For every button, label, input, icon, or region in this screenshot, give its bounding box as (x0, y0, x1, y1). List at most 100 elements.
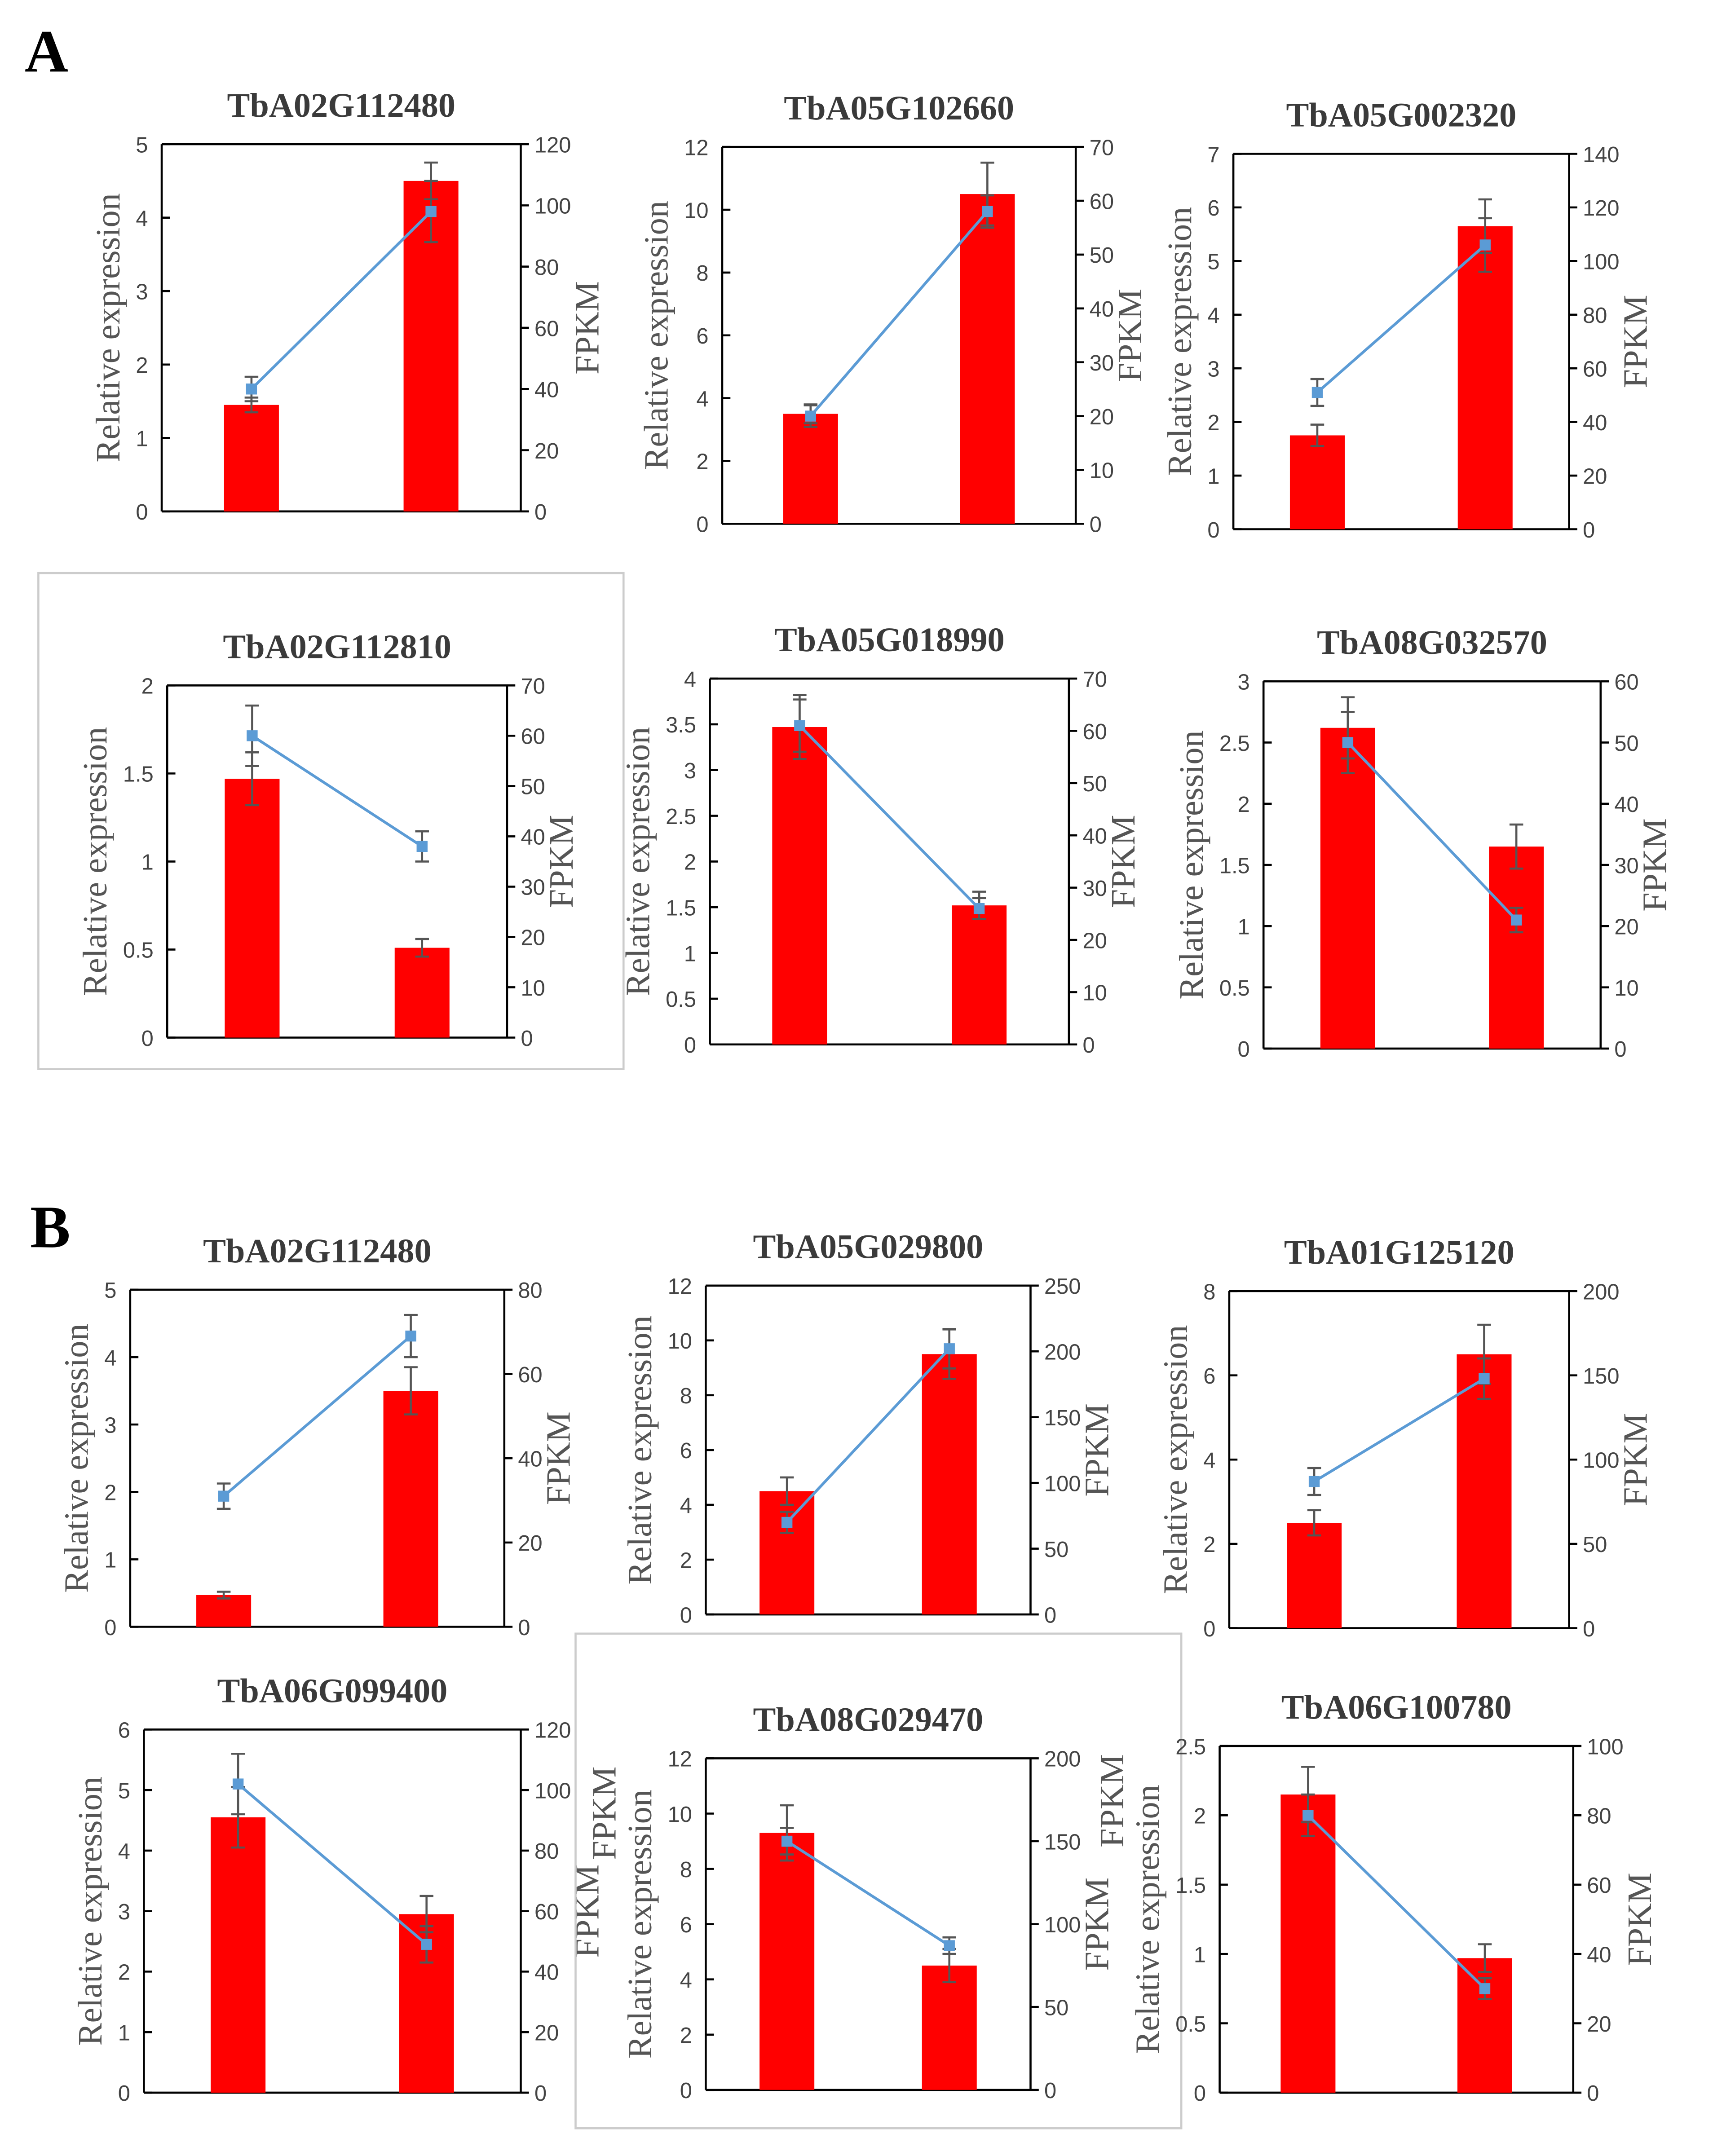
left-tick-label: 2 (696, 450, 708, 474)
right-tick-label: 60 (1082, 720, 1107, 744)
left-tick-label: 1 (1194, 1943, 1206, 1967)
right-tick-label: 50 (1614, 732, 1638, 756)
right-tick-label: 60 (1090, 190, 1114, 214)
left-tick-label: 8 (1203, 1280, 1215, 1304)
chart-title: TbA05G018990 (774, 621, 1005, 659)
right-tick-label: 60 (534, 1900, 559, 1924)
left-tick-label: 12 (668, 1274, 692, 1299)
bar (1320, 727, 1375, 1049)
fpkm-line (250, 210, 432, 390)
y2-axis-label: FPKM (1620, 1873, 1659, 1966)
right-tick-label: 20 (1082, 929, 1107, 953)
right-tick-label: 200 (1044, 1340, 1081, 1365)
left-tick-label: 0 (118, 2081, 130, 2106)
right-tick-label: 40 (1082, 824, 1107, 849)
chart-title: TbA08G029470 (753, 1700, 984, 1738)
right-tick-label: 80 (518, 1279, 542, 1303)
fpkm-point (425, 206, 437, 217)
left-tick-label: 0 (1207, 518, 1219, 542)
chart-frame (37, 572, 625, 1070)
bar (772, 727, 827, 1045)
fpkm-point (1479, 1373, 1490, 1384)
left-tick-label: 1 (104, 1548, 116, 1573)
fpkm-point (982, 206, 993, 217)
y2-axis-label: FPKM (542, 815, 580, 908)
left-tick-label: 4 (136, 207, 148, 231)
right-tick-label: 200 (1044, 1747, 1081, 1772)
left-tick-label: 6 (696, 324, 708, 348)
right-tick-label: 120 (534, 133, 571, 157)
left-tick-label: 0 (696, 513, 708, 537)
right-tick-label: 20 (521, 926, 545, 950)
left-tick-label: 6 (1207, 196, 1219, 220)
fpkm-point (421, 1939, 432, 1950)
left-tick-label: 6 (680, 1439, 692, 1463)
bar (783, 414, 838, 524)
right-tick-label: 50 (1044, 1538, 1068, 1562)
stray-fpkm-label: FPKM (1093, 1754, 1131, 1847)
bar (1489, 847, 1544, 1049)
fpkm-line (1347, 741, 1518, 921)
left-tick-label: 0 (680, 1603, 692, 1627)
fpkm-line (1316, 244, 1486, 394)
left-tick-label: 3 (684, 759, 696, 783)
fpkm-point (1479, 239, 1491, 251)
chart-frame (574, 1632, 1183, 2130)
bar (759, 1833, 815, 2090)
right-tick-label: 30 (1082, 877, 1107, 901)
left-tick-label: 5 (104, 1279, 116, 1303)
fpkm-point (1302, 1810, 1314, 1821)
right-tick-label: 40 (1583, 411, 1607, 435)
fpkm-point (247, 730, 258, 741)
bar (394, 948, 450, 1038)
left-tick-label: 0 (684, 1033, 696, 1058)
right-tick-label: 20 (518, 1531, 542, 1556)
right-tick-label: 60 (1587, 1874, 1611, 1898)
left-tick-label: 0 (141, 1027, 154, 1051)
right-tick-label: 200 (1583, 1280, 1619, 1304)
bar (1280, 1794, 1336, 2093)
right-tick-label: 40 (1614, 793, 1638, 817)
fpkm-point (944, 1343, 955, 1354)
right-tick-label: 40 (534, 378, 559, 402)
right-tick-label: 40 (521, 825, 545, 850)
left-tick-label: 7 (1207, 143, 1219, 167)
chart-title: TbA01G125120 (1284, 1233, 1514, 1271)
bar (960, 194, 1015, 524)
fpkm-line (251, 734, 423, 848)
fpkm-line (809, 211, 989, 417)
y2-axis-label: FPKM (568, 281, 606, 375)
y-axis-label: Relative expression (71, 1777, 109, 2046)
right-tick-label: 150 (1044, 1406, 1081, 1430)
left-tick-label: 2 (1194, 1804, 1206, 1829)
right-tick-label: 20 (534, 2021, 559, 2045)
right-tick-label: 120 (534, 1719, 571, 1743)
chart-title: TbA02G112480 (227, 86, 455, 124)
right-tick-label: 0 (518, 1616, 530, 1640)
fpkm-point (794, 720, 805, 732)
right-tick-label: 100 (1044, 1472, 1081, 1496)
right-tick-label: 20 (1587, 2012, 1611, 2037)
fpkm-point (232, 1778, 244, 1790)
y-axis-label: Relative expression (621, 1790, 659, 2059)
bar (922, 1965, 977, 2090)
fpkm-line (1307, 1814, 1486, 1990)
right-tick-label: 0 (1090, 513, 1102, 537)
bar (1289, 435, 1345, 529)
left-tick-label: 2 (118, 1961, 130, 1985)
left-tick-label: 5 (136, 133, 148, 157)
fpkm-line (786, 1348, 950, 1524)
panel-label-b: B (30, 1194, 71, 1261)
left-tick-label: 2.5 (1219, 732, 1250, 756)
right-tick-label: 250 (1044, 1274, 1081, 1299)
left-tick-label: 1 (136, 427, 148, 451)
left-tick-label: 4 (680, 1494, 692, 1518)
bar-error-bar (1509, 823, 1523, 870)
left-tick-label: 0.5 (666, 988, 696, 1012)
left-tick-label: 3 (1238, 670, 1250, 694)
y2-axis-label: FPKM (1636, 818, 1674, 912)
left-tick-label: 3 (1207, 357, 1219, 382)
left-tick-label: 0 (1194, 2081, 1206, 2106)
right-tick-label: 0 (1583, 1617, 1595, 1641)
y-axis-label: Relative expression (619, 727, 657, 996)
